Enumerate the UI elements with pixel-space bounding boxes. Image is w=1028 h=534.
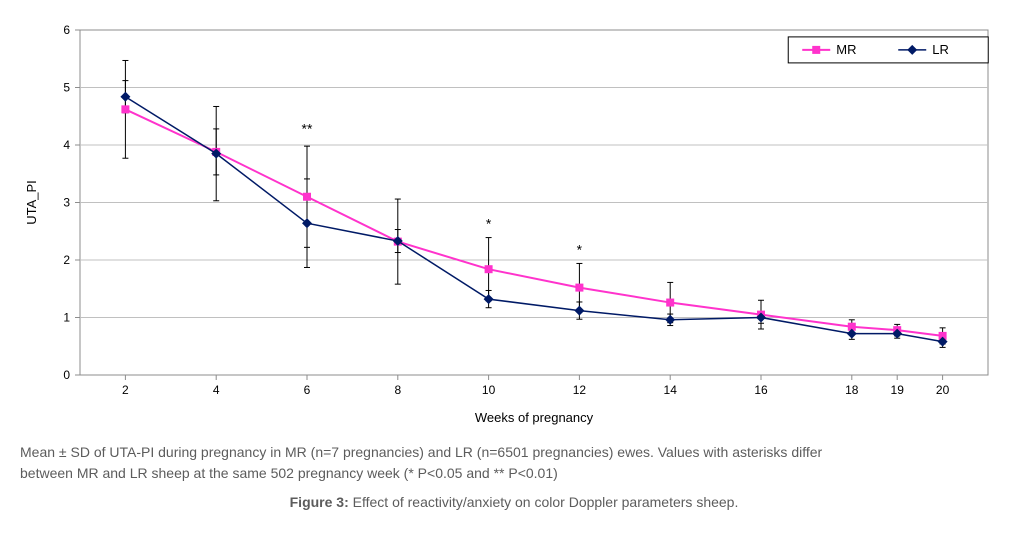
figure-label: Figure 3: Effect of reactivity/anxiety o…: [20, 492, 1008, 513]
svg-text:4: 4: [213, 383, 220, 397]
figure-title: Effect of reactivity/anxiety on color Do…: [349, 494, 739, 510]
line-chart: 0123456246810121416181920Weeks of pregna…: [20, 10, 1008, 430]
svg-text:LR: LR: [932, 42, 949, 57]
figure-number: Figure 3:: [290, 494, 349, 510]
svg-text:UTA_PI: UTA_PI: [24, 180, 39, 225]
svg-text:6: 6: [304, 383, 311, 397]
svg-text:0: 0: [63, 368, 70, 382]
svg-text:3: 3: [63, 196, 70, 210]
svg-text:4: 4: [63, 138, 70, 152]
svg-text:2: 2: [122, 383, 129, 397]
svg-text:16: 16: [754, 383, 768, 397]
svg-text:10: 10: [482, 383, 496, 397]
svg-text:14: 14: [664, 383, 678, 397]
figure-caption: Mean ± SD of UTA-PI during pregnancy in …: [20, 442, 1008, 513]
svg-text:1: 1: [63, 311, 70, 325]
svg-text:2: 2: [63, 253, 70, 267]
svg-text:Weeks of pregnancy: Weeks of pregnancy: [475, 410, 594, 425]
svg-text:8: 8: [394, 383, 401, 397]
caption-line-2: between MR and LR sheep at the same 502 …: [20, 463, 1008, 484]
svg-text:18: 18: [845, 383, 859, 397]
svg-text:**: **: [302, 121, 313, 137]
svg-text:5: 5: [63, 81, 70, 95]
caption-line-1: Mean ± SD of UTA-PI during pregnancy in …: [20, 442, 1008, 463]
svg-text:19: 19: [891, 383, 905, 397]
svg-text:*: *: [486, 215, 492, 231]
svg-text:MR: MR: [836, 42, 856, 57]
svg-text:6: 6: [63, 23, 70, 37]
svg-text:*: *: [577, 241, 583, 257]
chart-container: 0123456246810121416181920Weeks of pregna…: [20, 10, 1008, 430]
svg-text:12: 12: [573, 383, 587, 397]
svg-text:20: 20: [936, 383, 950, 397]
